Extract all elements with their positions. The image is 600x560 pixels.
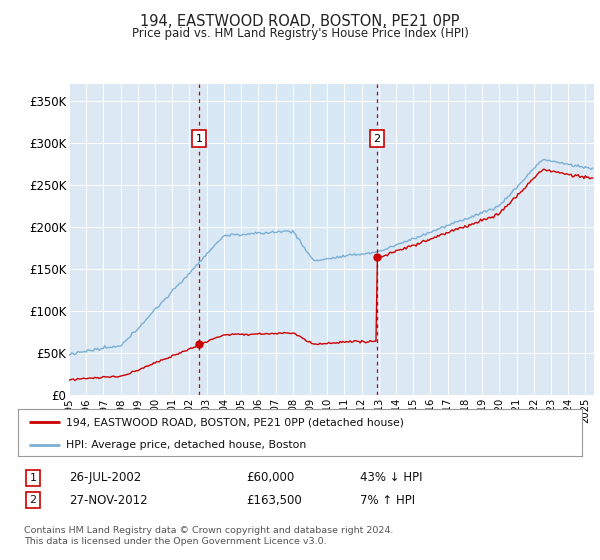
Text: 43% ↓ HPI: 43% ↓ HPI xyxy=(360,471,422,484)
Text: 194, EASTWOOD ROAD, BOSTON, PE21 0PP (detached house): 194, EASTWOOD ROAD, BOSTON, PE21 0PP (de… xyxy=(66,417,404,427)
Text: 2: 2 xyxy=(374,134,380,143)
Text: 7% ↑ HPI: 7% ↑ HPI xyxy=(360,493,415,507)
Text: 26-JUL-2002: 26-JUL-2002 xyxy=(69,471,141,484)
Text: 2: 2 xyxy=(29,495,37,505)
Text: 27-NOV-2012: 27-NOV-2012 xyxy=(69,493,148,507)
Text: Price paid vs. HM Land Registry's House Price Index (HPI): Price paid vs. HM Land Registry's House … xyxy=(131,27,469,40)
Text: 1: 1 xyxy=(29,473,37,483)
Text: £60,000: £60,000 xyxy=(246,471,294,484)
Text: £163,500: £163,500 xyxy=(246,493,302,507)
Text: HPI: Average price, detached house, Boston: HPI: Average price, detached house, Bost… xyxy=(66,440,306,450)
Text: 1: 1 xyxy=(196,134,203,143)
Text: Contains HM Land Registry data © Crown copyright and database right 2024.
This d: Contains HM Land Registry data © Crown c… xyxy=(24,526,394,546)
Text: 194, EASTWOOD ROAD, BOSTON, PE21 0PP: 194, EASTWOOD ROAD, BOSTON, PE21 0PP xyxy=(140,14,460,29)
Bar xyxy=(199,84,377,395)
